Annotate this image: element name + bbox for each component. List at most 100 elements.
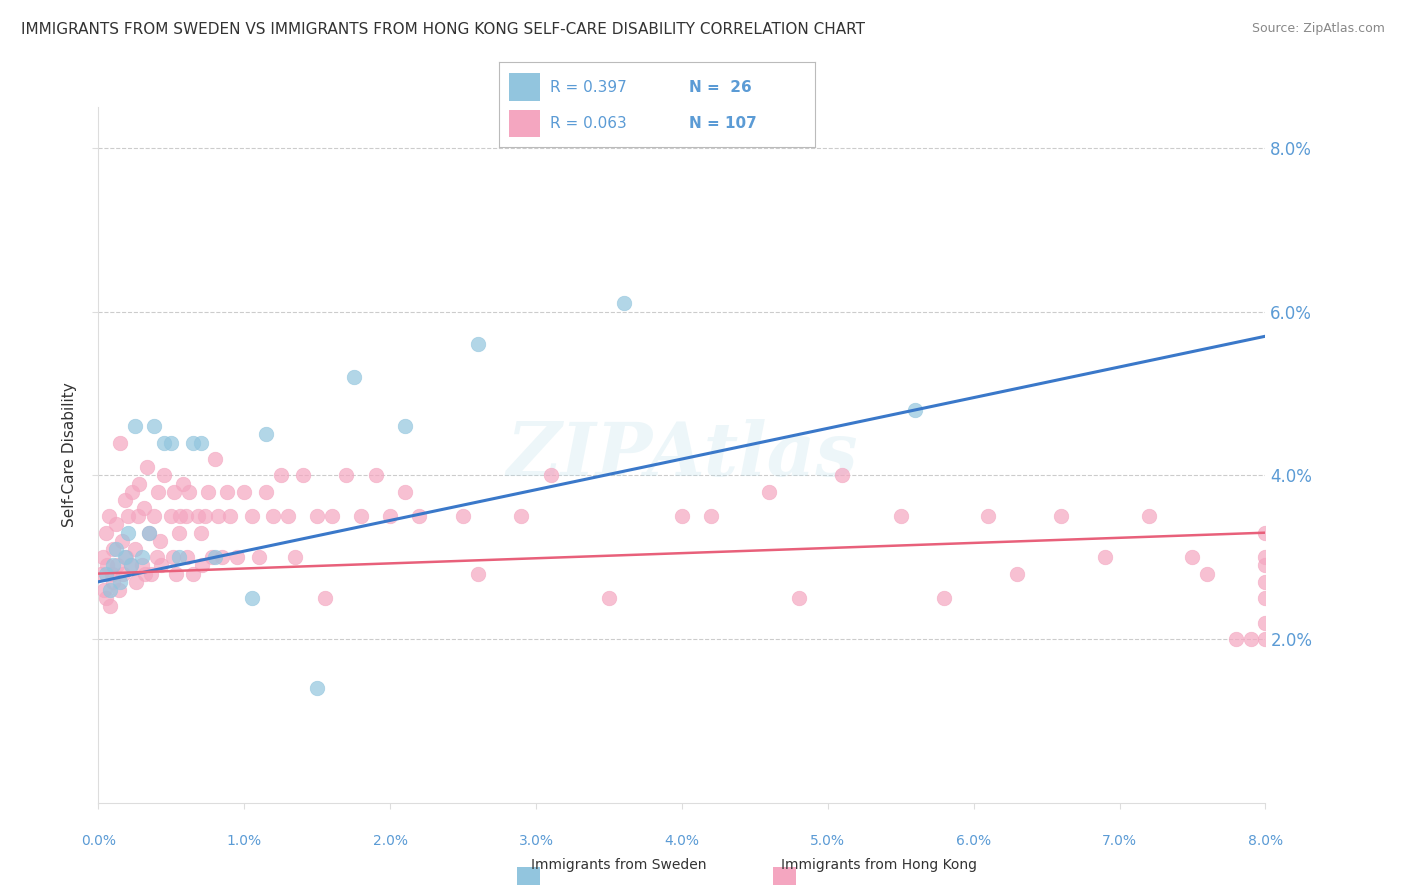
Point bbox=[335, 468, 357, 483]
Point bbox=[1254, 632, 1277, 646]
Point bbox=[1094, 550, 1116, 565]
Point bbox=[117, 509, 139, 524]
Point bbox=[142, 509, 165, 524]
Point bbox=[139, 566, 162, 581]
Point bbox=[321, 509, 343, 524]
Point bbox=[181, 566, 204, 581]
Text: R = 0.397: R = 0.397 bbox=[550, 79, 627, 95]
Point bbox=[114, 550, 136, 565]
Point bbox=[262, 509, 284, 524]
Point bbox=[98, 582, 121, 597]
Point bbox=[758, 484, 780, 499]
Point bbox=[1007, 566, 1029, 581]
Text: Source: ZipAtlas.com: Source: ZipAtlas.com bbox=[1251, 22, 1385, 36]
Point bbox=[97, 509, 120, 524]
Point bbox=[90, 566, 112, 581]
Point bbox=[394, 419, 416, 434]
Point bbox=[134, 566, 156, 581]
Point bbox=[100, 566, 122, 581]
Point bbox=[142, 419, 165, 434]
Point bbox=[598, 591, 620, 606]
Point bbox=[176, 550, 198, 565]
Point bbox=[98, 599, 121, 614]
Point bbox=[1254, 558, 1277, 573]
Point bbox=[104, 542, 127, 557]
Point bbox=[314, 591, 336, 606]
Point bbox=[146, 550, 169, 565]
Point bbox=[233, 484, 256, 499]
Point bbox=[132, 501, 155, 516]
Text: 0.0%: 0.0% bbox=[82, 834, 115, 848]
Text: Immigrants from Hong Kong: Immigrants from Hong Kong bbox=[780, 858, 977, 872]
Point bbox=[108, 582, 131, 597]
Point bbox=[831, 468, 853, 483]
Point bbox=[211, 550, 233, 565]
Point bbox=[177, 484, 200, 499]
Point bbox=[204, 452, 226, 467]
Point bbox=[117, 525, 139, 540]
Point bbox=[890, 509, 912, 524]
Text: ZIPAtlas: ZIPAtlas bbox=[506, 418, 858, 491]
Point bbox=[240, 591, 263, 606]
Y-axis label: Self-Care Disability: Self-Care Disability bbox=[62, 383, 77, 527]
Point bbox=[934, 591, 956, 606]
Text: N =  26: N = 26 bbox=[689, 79, 752, 95]
Text: 5.0%: 5.0% bbox=[810, 834, 845, 848]
Point bbox=[101, 542, 124, 557]
Point bbox=[394, 484, 416, 499]
Point bbox=[378, 509, 402, 524]
Point bbox=[613, 296, 636, 310]
Point bbox=[181, 435, 204, 450]
Point bbox=[124, 419, 146, 434]
Point bbox=[115, 550, 138, 565]
Point bbox=[1225, 632, 1247, 646]
Text: IMMIGRANTS FROM SWEDEN VS IMMIGRANTS FROM HONG KONG SELF-CARE DISABILITY CORRELA: IMMIGRANTS FROM SWEDEN VS IMMIGRANTS FRO… bbox=[21, 22, 865, 37]
Point bbox=[467, 337, 489, 351]
Point bbox=[197, 484, 219, 499]
Point bbox=[162, 550, 184, 565]
Text: 1.0%: 1.0% bbox=[226, 834, 262, 848]
Point bbox=[93, 582, 115, 597]
Point bbox=[291, 468, 314, 483]
Point bbox=[254, 427, 277, 442]
Point bbox=[124, 542, 146, 557]
Point bbox=[125, 574, 148, 589]
Point bbox=[150, 558, 173, 573]
Point bbox=[94, 525, 117, 540]
Point bbox=[1254, 574, 1277, 589]
Point bbox=[135, 460, 157, 475]
Point bbox=[110, 435, 132, 450]
Point bbox=[277, 509, 299, 524]
Point bbox=[1254, 591, 1277, 606]
Bar bbox=[509, 110, 540, 137]
Point bbox=[215, 484, 238, 499]
Point bbox=[127, 509, 149, 524]
Point bbox=[700, 509, 723, 524]
Point bbox=[1050, 509, 1073, 524]
Point bbox=[467, 566, 489, 581]
Text: 4.0%: 4.0% bbox=[665, 834, 699, 848]
Point bbox=[120, 558, 142, 573]
Point bbox=[101, 558, 124, 573]
Text: 6.0%: 6.0% bbox=[956, 834, 991, 848]
Point bbox=[207, 509, 229, 524]
Point bbox=[120, 558, 142, 573]
Point bbox=[104, 517, 127, 532]
Point bbox=[169, 509, 191, 524]
Point bbox=[540, 468, 562, 483]
Point bbox=[160, 509, 183, 524]
Text: 8.0%: 8.0% bbox=[1249, 834, 1282, 848]
Point bbox=[201, 550, 224, 565]
Text: N = 107: N = 107 bbox=[689, 116, 756, 131]
Point bbox=[194, 509, 217, 524]
Point bbox=[1137, 509, 1160, 524]
Text: 7.0%: 7.0% bbox=[1102, 834, 1137, 848]
Point bbox=[307, 509, 329, 524]
Point bbox=[165, 566, 187, 581]
Point bbox=[160, 435, 183, 450]
Point bbox=[187, 509, 209, 524]
Point bbox=[408, 509, 430, 524]
Point bbox=[787, 591, 810, 606]
Point bbox=[138, 525, 160, 540]
Point bbox=[110, 574, 132, 589]
